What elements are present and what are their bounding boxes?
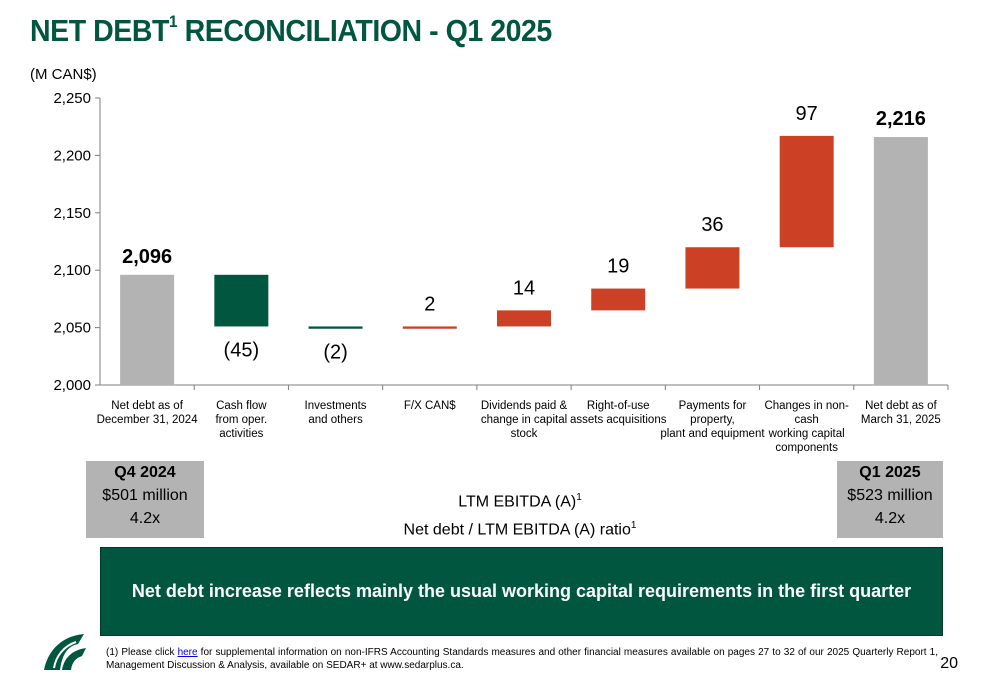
x-category-label: Net debt as of December 31, 2024	[97, 400, 199, 426]
units-label: (M CAN$)	[30, 66, 97, 83]
data-label: 97	[796, 103, 818, 125]
ebitda-center-labels: LTM EBITDA (A)1 Net debt / LTM EBITDA (A…	[403, 492, 637, 539]
data-label: 2,216	[876, 108, 926, 130]
data-label: (45)	[224, 339, 260, 361]
ebitda-left-ratio: 4.2x	[129, 510, 161, 527]
waterfall-chart: 2,000 2,050 2,100 2,150 2,200 2,250 2,096 Net d…	[53, 90, 949, 454]
ebitda-right-ratio: 4.2x	[874, 510, 906, 527]
y-tick-label: 2,250	[53, 90, 91, 107]
ebitda-right-period: Q1 2025	[859, 464, 921, 481]
ebitda-left-value: $501 million	[102, 487, 188, 504]
x-category-label: Dividends paid & change in capital stock	[481, 400, 568, 440]
data-label: 2,096	[122, 246, 172, 268]
page-title: NET DEBT1 RECONCILIATION - Q1 2025	[30, 12, 552, 48]
bar	[214, 274, 269, 327]
x-category-label: Changes in non-cash working capital compon…	[764, 400, 849, 454]
bar	[497, 310, 551, 327]
bar	[308, 326, 363, 329]
data-label: (2)	[323, 342, 347, 364]
bar	[402, 326, 457, 329]
company-logo-icon	[44, 634, 86, 670]
data-label: 36	[701, 214, 723, 236]
y-tick-label: 2,000	[53, 377, 91, 394]
x-category-label: Net debt as of March 31, 2025	[861, 400, 941, 426]
x-category-label: Investments and others	[305, 400, 367, 426]
y-tick-label: 2,200	[53, 147, 91, 164]
page-number: 20	[940, 655, 958, 672]
supplemental-info-link[interactable]: here	[177, 647, 198, 658]
bar	[685, 247, 740, 289]
bar	[779, 135, 834, 248]
bar	[591, 288, 646, 311]
ebitda-q1-2025-box: Q1 2025 $523 million 4.2x	[837, 461, 943, 538]
ebitda-center-line2: Net debt / LTM EBITDA (A) ratio	[403, 521, 631, 539]
data-label: 2	[424, 293, 435, 315]
x-category-label: F/X CAN$	[404, 400, 456, 412]
data-label: 14	[513, 277, 535, 299]
x-category-label: Cash flow from oper. activities	[215, 400, 267, 440]
ebitda-q4-2024-box: Q4 2024 $501 million 4.2x	[86, 461, 204, 538]
bar	[873, 137, 928, 385]
summary-banner: Net debt increase reflects mainly the us…	[100, 547, 943, 636]
x-category-label: Payments for property, plant and equipment	[660, 400, 765, 440]
bar	[120, 274, 175, 385]
x-category-label: Right-of-use assets acquisitions	[570, 400, 667, 426]
y-tick-label: 2,100	[53, 262, 91, 279]
footnote: (1) Please click here for supplemental i…	[106, 647, 939, 671]
ebitda-right-value: $523 million	[847, 487, 933, 504]
data-label: 19	[607, 256, 629, 278]
ebitda-center-line1: LTM EBITDA (A)	[458, 493, 577, 511]
y-tick-label: 2,150	[53, 205, 91, 222]
y-tick-label: 2,050	[53, 320, 91, 337]
ebitda-left-period: Q4 2024	[114, 464, 176, 481]
